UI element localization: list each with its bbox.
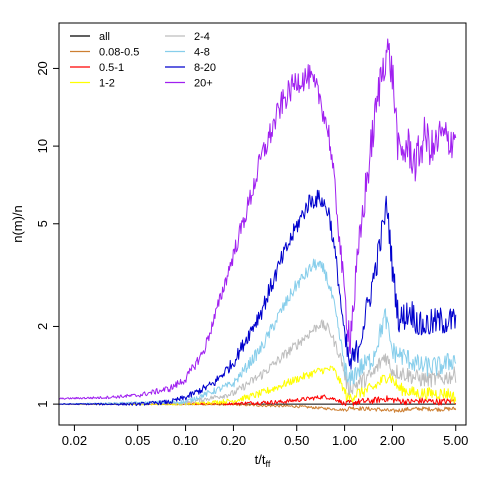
series-line-8-20	[59, 189, 457, 407]
y-tick-label: 20	[35, 61, 50, 75]
x-axis-title-main: t/t	[255, 452, 266, 467]
x-tick-label: 0.02	[62, 433, 87, 448]
legend-label: 4-8	[194, 47, 210, 59]
y-tick-label: 5	[35, 220, 50, 227]
y-axis: 1 2 5 10 20	[35, 61, 59, 408]
x-tick-label: 0.10	[173, 433, 198, 448]
y-tick-label: 10	[35, 139, 50, 153]
series-layer	[59, 38, 457, 413]
legend-label: 0.5-1	[99, 62, 124, 74]
legend: all 0.08-0.5 0.5-1 1-2 2-4 4-8 8-20 20+	[70, 31, 216, 90]
legend-label: 1-2	[99, 78, 115, 90]
legend-label: 20+	[194, 78, 213, 90]
x-axis: 0.02 0.05 0.10 0.20 0.50 1.00 2.00 5.00	[62, 425, 468, 448]
x-axis-title-subscript: ff	[266, 459, 271, 469]
legend-label: 2-4	[194, 31, 210, 43]
x-tick-label: 0.20	[221, 433, 246, 448]
y-tick-label: 1	[35, 401, 50, 408]
y-axis-title: n(m)/n	[10, 205, 25, 243]
y-tick-label: 2	[35, 323, 50, 330]
x-tick-label: 0.05	[125, 433, 150, 448]
x-axis-title: t/tff	[255, 452, 271, 469]
series-line-20+	[59, 38, 457, 400]
legend-label: 8-20	[194, 62, 216, 74]
legend-label: 0.08-0.5	[99, 47, 139, 59]
x-tick-label: 0.50	[284, 433, 309, 448]
x-tick-label: 5.00	[443, 433, 468, 448]
x-tick-label: 2.00	[380, 433, 405, 448]
x-tick-label: 1.00	[332, 433, 357, 448]
legend-label: all	[99, 31, 110, 43]
